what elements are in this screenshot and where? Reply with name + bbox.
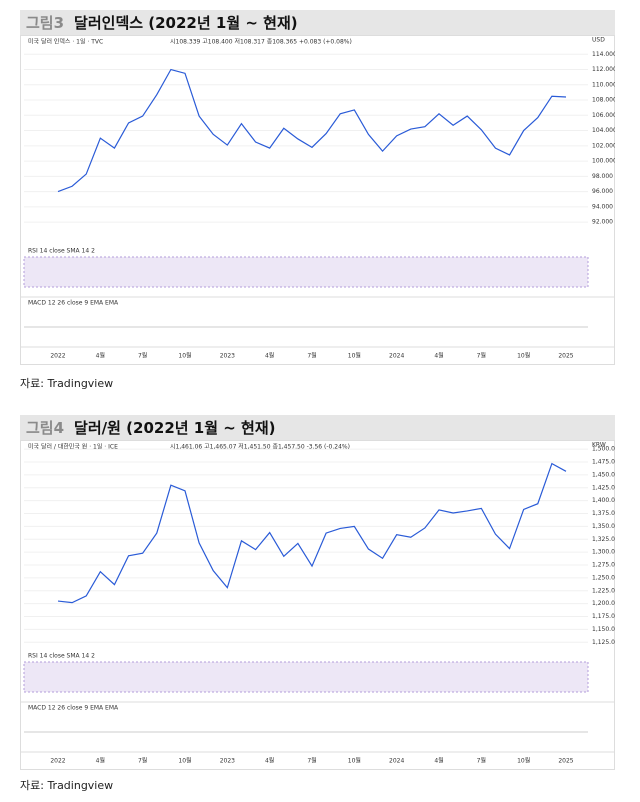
y-tick-label: 1,150.00 [592,626,615,633]
x-tick-label: 10월 [178,757,191,765]
y-tick-label: 94.000 [592,203,613,210]
x-tick-label: 4월 [434,352,443,360]
rsi-title: RSI 14 close SMA 14 2 [28,653,95,660]
y-tick-label: 1,175.00 [592,613,615,620]
y-tick-label: 114.000 [592,51,615,58]
figure: 그림3 달러인덱스 (2022년 1월 ~ 현재) 92.000 94.000 96.… [20,10,617,390]
x-tick-label: 7월 [307,352,316,360]
y-tick-label: 98.000 [592,173,613,180]
rsi-title: RSI 14 close SMA 14 2 [28,248,95,255]
y-tick-label: 104.000 [592,127,615,134]
x-tick-label: 2022 [50,353,65,360]
x-tick-label: 10월 [517,352,530,360]
figure-title: 달러인덱스 (2022년 1월 ~ 현재) [74,14,298,32]
y-tick-label: 1,500.00 [592,446,615,453]
y-tick-label: 112.000 [592,66,615,73]
x-tick-label: 7월 [138,757,147,765]
x-tick-label: 7월 [477,352,486,360]
x-tick-label: 10월 [348,352,361,360]
y-tick-label: 1,250.00 [592,574,615,581]
x-tick-label: 2023 [220,353,235,360]
y-tick-label: 106.000 [592,112,615,119]
ohlc: 시1,461.06 고1,465.07 저1,451.50 종1,457.50 … [170,443,350,451]
figure-header: 그림3 달러인덱스 (2022년 1월 ~ 현재) [20,10,615,35]
source: 자료: Tradingview [20,377,114,390]
symbol: 미국 달러 인덱스 · 1일 · TVC [28,38,103,46]
y-tick-label: 96.000 [592,188,613,195]
y-tick-label: 102.000 [592,142,615,149]
y-tick-label: 1,400.00 [592,497,615,504]
price-line [57,462,567,604]
x-tick-label: 4월 [96,352,105,360]
figure-label: 그림3 [26,14,65,32]
x-tick-label: 2025 [558,758,573,765]
y-tick-label: 100.000 [592,158,615,165]
chart: 92.000 94.000 96.000 98.000 100.000 102.000 10… [20,35,617,365]
y-tick-label: 1,300.00 [592,549,615,556]
macd-title: MACD 12 26 close 9 EMA EMA [28,705,119,712]
y-tick-label: 1,475.00 [592,459,615,466]
x-tick-label: 4월 [265,757,274,765]
macd-title: MACD 12 26 close 9 EMA EMA [28,300,119,307]
rsi-band [23,256,589,288]
y-tick-label: 1,450.00 [592,471,615,478]
x-tick-label: 4월 [96,757,105,765]
x-tick-label: 10월 [517,757,530,765]
x-tick-label: 2025 [558,353,573,360]
y-tick-label: 1,125.00 [592,639,615,646]
figure-title: 달러/원 (2022년 1월 ~ 현재) [74,419,276,437]
y-tick-label: 1,225.00 [592,587,615,594]
y-tick-label: 92.000 [592,219,613,226]
frame [20,440,615,770]
y-tick-label: 108.000 [592,97,615,104]
x-tick-label: 7월 [138,352,147,360]
source: 자료: Tradingview [20,779,114,792]
y-tick-label: 110.000 [592,81,615,88]
x-tick-label: 10월 [348,757,361,765]
x-tick-label: 2022 [50,758,65,765]
x-tick-label: 7월 [477,757,486,765]
y-tick-label: 1,350.00 [592,523,615,530]
figure: 그림4 달러/원 (2022년 1월 ~ 현재) 1,125.00 1,150.00… [20,415,619,792]
ohlc: 시108.339 고108.400 저108.317 종108.365 +0.0… [170,38,352,46]
figure-header: 그림4 달러/원 (2022년 1월 ~ 현재) [20,415,615,440]
symbol: 미국 달러 / 대한민국 원 · 1일 · ICE [28,443,118,451]
rsi-band [23,661,589,693]
y-tick-label: 1,425.00 [592,484,615,491]
chart: 1,125.00 1,150.00 1,175.00 1,200.00 1,225.00… [20,440,619,770]
y-tick-label: 1,275.00 [592,562,615,569]
x-tick-label: 2024 [389,758,404,765]
figure-label: 그림4 [26,419,65,437]
currency: KRW [592,442,606,449]
frame [20,35,615,365]
x-tick-label: 7월 [307,757,316,765]
x-tick-label: 4월 [265,352,274,360]
y-tick-label: 1,325.00 [592,536,615,543]
x-tick-label: 4월 [434,757,443,765]
x-tick-label: 2023 [220,758,235,765]
x-tick-label: 10월 [178,352,191,360]
y-tick-label: 1,375.00 [592,510,615,517]
price-line [57,68,567,193]
x-tick-label: 2024 [389,353,404,360]
currency: USD [592,37,605,44]
y-tick-label: 1,200.00 [592,600,615,607]
